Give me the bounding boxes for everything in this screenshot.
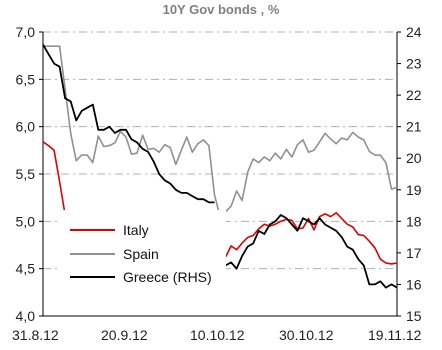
right-tick-label: 24 bbox=[406, 24, 422, 40]
x-tick-label: 19.11.12 bbox=[368, 327, 422, 343]
chart-title: 10Y Gov bonds , % bbox=[163, 2, 280, 17]
right-tick-label: 23 bbox=[406, 56, 422, 72]
x-tick-label: 31.8.12 bbox=[12, 327, 59, 343]
legend-label-italy: Italy bbox=[123, 222, 149, 238]
right-tick-label: 21 bbox=[406, 119, 422, 135]
legend: Italy Spain Greece (RHS) bbox=[58, 210, 226, 290]
legend-label-greece: Greece (RHS) bbox=[123, 269, 212, 285]
axes bbox=[39, 31, 401, 317]
left-tick-label: 6,0 bbox=[16, 119, 36, 135]
left-tick-label: 4,5 bbox=[16, 261, 36, 277]
x-tick-label: 30.10.12 bbox=[279, 327, 334, 343]
left-tick-label: 7,0 bbox=[16, 24, 36, 40]
right-tick-label: 19 bbox=[406, 182, 422, 198]
left-tick-label: 6,5 bbox=[16, 71, 36, 87]
right-tick-label: 17 bbox=[406, 245, 422, 261]
series-line-italy bbox=[224, 212, 398, 265]
tick-labels: 7,0 6,5 6,0 5,5 5,0 4,5 4,0 24 23 22 21 20 19 18 17 16 1… bbox=[12, 24, 422, 343]
right-tick-label: 16 bbox=[406, 276, 422, 292]
legend-label-spain: Spain bbox=[123, 246, 159, 262]
right-tick-label: 22 bbox=[406, 87, 422, 103]
series-line-greece-rhs bbox=[225, 214, 398, 289]
right-tick-label: 18 bbox=[406, 213, 422, 229]
right-tick-label: 15 bbox=[406, 308, 422, 324]
x-tick-label: 10.10.12 bbox=[190, 327, 245, 343]
left-tick-label: 5,5 bbox=[16, 166, 36, 182]
left-tick-label: 4,0 bbox=[16, 308, 36, 324]
left-tick-label: 5,0 bbox=[16, 213, 36, 229]
right-tick-label: 20 bbox=[406, 150, 422, 166]
series-line-greece-rhs bbox=[42, 44, 215, 204]
x-tick-label: 20.9.12 bbox=[101, 327, 148, 343]
